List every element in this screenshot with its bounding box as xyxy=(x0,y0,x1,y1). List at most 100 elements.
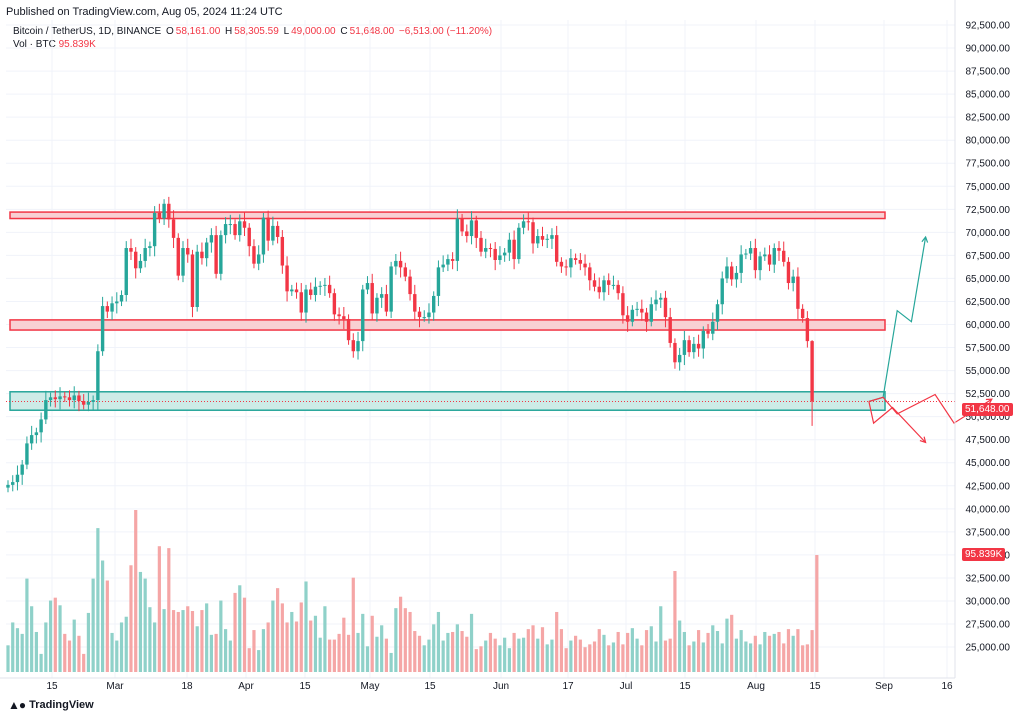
volume-bar xyxy=(200,610,204,672)
candle-body xyxy=(91,400,95,402)
brand-name: TradingView xyxy=(29,699,94,711)
candle-body xyxy=(44,400,48,420)
volume-bar xyxy=(351,577,355,672)
candle-body xyxy=(536,236,540,244)
candle-body xyxy=(294,289,299,293)
legend-volume: 95.839K xyxy=(58,39,96,50)
volume-bar xyxy=(512,632,516,672)
volume-bar xyxy=(592,641,597,672)
y-tick-label: 55,000.00 xyxy=(966,366,1011,377)
volume-bar xyxy=(517,638,521,672)
candle-body xyxy=(394,260,398,267)
volume-bar xyxy=(436,611,441,672)
candle-body xyxy=(256,254,261,264)
candle-body xyxy=(176,237,180,276)
candle-body xyxy=(72,395,76,401)
candle-body xyxy=(143,248,147,261)
volume-bar xyxy=(6,645,10,672)
volume-bar xyxy=(758,644,762,672)
volume-bar xyxy=(597,629,601,672)
candle-body xyxy=(507,239,512,253)
volume-bar xyxy=(223,629,228,672)
candle-body xyxy=(758,256,762,271)
volume-bar xyxy=(455,624,459,672)
volume-bar xyxy=(299,602,303,672)
candle-body xyxy=(583,263,587,268)
volume-bar xyxy=(261,629,266,672)
candle-body xyxy=(200,251,204,259)
volume-bar xyxy=(72,619,76,672)
volume-bar xyxy=(290,611,294,672)
candle-body xyxy=(157,213,162,219)
candle-body xyxy=(460,218,464,232)
volume-bar xyxy=(503,637,507,672)
candle-body xyxy=(810,341,814,402)
candle-body xyxy=(115,301,119,304)
volume-bars xyxy=(6,510,819,672)
candle-body xyxy=(275,225,280,237)
candle-body xyxy=(413,294,417,312)
candle-body xyxy=(261,217,266,255)
y-tick-label: 85,000.00 xyxy=(966,90,1011,101)
volume-bar xyxy=(162,609,166,672)
candle-body xyxy=(389,266,393,312)
y-tick-label: 57,500.00 xyxy=(966,343,1011,354)
legend-volume-row: Vol · BTC 95.839K xyxy=(13,38,494,51)
legend-ohlc-row: Bitcoin / TetherUS, 1D, BINANCE O 58,161.… xyxy=(13,25,494,38)
candle-body xyxy=(223,224,228,236)
legend-close-label: C xyxy=(340,26,348,37)
volume-bar xyxy=(659,606,663,672)
candle-body xyxy=(630,309,635,322)
volume-bar xyxy=(77,635,81,672)
candle-body xyxy=(791,276,795,284)
volume-bar xyxy=(242,597,247,672)
volume-bar xyxy=(692,641,696,672)
volume-bar xyxy=(384,638,388,672)
candle-body xyxy=(450,259,455,261)
candle-body xyxy=(110,303,114,312)
y-tick-label: 50,000.00 xyxy=(966,412,1011,423)
volume-bar xyxy=(540,627,545,672)
volume-bar xyxy=(105,580,109,672)
volume-bar xyxy=(696,630,701,672)
y-tick-label: 32,500.00 xyxy=(966,573,1011,584)
candle-body xyxy=(800,308,805,319)
volume-bar xyxy=(588,644,592,672)
volume-bar xyxy=(342,617,346,672)
bearish-projection-2 xyxy=(868,393,993,424)
candle-body xyxy=(167,203,171,220)
volume-bar xyxy=(96,528,100,672)
candle-body xyxy=(408,276,412,295)
volume-bar xyxy=(498,645,502,672)
volume-bar xyxy=(767,635,772,672)
candle-body xyxy=(607,280,611,285)
volume-bar xyxy=(772,633,776,672)
volume-bar xyxy=(39,653,43,672)
x-tick-label: Jul xyxy=(620,681,633,692)
volume-bar xyxy=(621,644,625,672)
candle-body xyxy=(247,227,251,247)
volume-bar xyxy=(233,592,237,672)
candle-body xyxy=(512,239,516,260)
candle-body xyxy=(100,306,105,352)
volume-bar xyxy=(25,578,29,672)
candle-body xyxy=(484,248,488,252)
candle-body xyxy=(805,318,810,342)
candle-body xyxy=(403,267,408,277)
x-tick-label: 18 xyxy=(181,681,193,692)
candle-body xyxy=(379,294,384,298)
current-price-tag: 51,648.00 xyxy=(962,403,1013,416)
candle-body xyxy=(356,341,360,352)
volume-bar xyxy=(564,648,568,672)
volume-bar xyxy=(34,631,38,672)
y-tick-label: 45,000.00 xyxy=(966,458,1011,469)
volume-bar xyxy=(815,555,819,672)
volume-bar xyxy=(786,629,791,672)
candle-body xyxy=(659,297,663,300)
y-tick-label: 92,500.00 xyxy=(966,21,1011,32)
volume-bar xyxy=(687,645,691,672)
candle-body xyxy=(427,312,431,318)
volume-bar xyxy=(398,596,403,672)
volume-bar xyxy=(521,637,526,672)
